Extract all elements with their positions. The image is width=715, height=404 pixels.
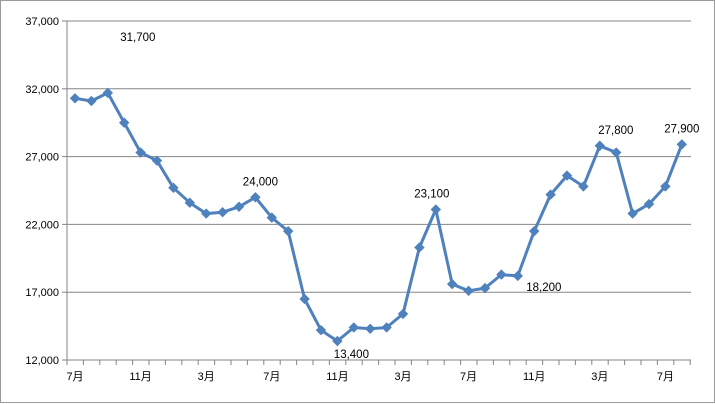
data-point-marker <box>332 335 343 347</box>
y-tick-label: 12,000 <box>25 355 59 367</box>
data-point-marker <box>463 285 474 297</box>
data-point-marker <box>315 324 327 336</box>
data-point-marker <box>200 208 212 219</box>
data-point-marker <box>479 282 491 294</box>
data-point-marker <box>348 322 360 333</box>
data-point-marker <box>627 208 638 219</box>
data-point-marker <box>266 212 278 223</box>
y-tick-label: 32,000 <box>25 84 59 96</box>
data-point-marker <box>660 181 671 192</box>
data-point-marker <box>397 308 409 320</box>
y-tick-label: 22,000 <box>25 219 59 231</box>
data-point-marker <box>545 189 556 200</box>
x-axis-ticks: 7月 11月 3月 7月 11月 3月 7月 11月 3月 7月 <box>66 360 691 383</box>
x-tick-label: 7月 <box>263 371 280 383</box>
data-point-marker <box>184 197 196 208</box>
data-point-marker <box>446 278 458 290</box>
x-tick-label: 11月 <box>129 371 151 383</box>
data-point-marker <box>282 225 294 237</box>
data-point-marker <box>578 181 589 192</box>
data-point-marker <box>512 270 524 282</box>
series-markers <box>69 87 688 347</box>
x-tick-label: 7月 <box>657 371 674 383</box>
data-point-marker <box>69 93 81 104</box>
data-point-marker <box>233 201 245 212</box>
data-point-marker <box>528 225 540 237</box>
x-tick-label: 7月 <box>460 371 477 383</box>
data-point-marker <box>135 147 146 158</box>
data-point-marker <box>217 206 228 218</box>
y-tick-label: 17,000 <box>25 287 59 299</box>
x-tick-label: 11月 <box>523 371 545 383</box>
x-tick-label: 11月 <box>326 371 348 383</box>
data-point-marker <box>594 140 606 151</box>
data-label: 18,200 <box>526 282 561 294</box>
x-tick-label: 3月 <box>394 371 411 383</box>
series-polyline <box>74 91 684 343</box>
y-axis-ticks: 12,000 17,000 22,000 27,000 32,000 37,000 <box>25 16 67 367</box>
data-point-marker <box>364 323 376 335</box>
data-label: 27,800 <box>598 125 633 137</box>
data-label: 23,100 <box>414 188 449 200</box>
data-point-marker <box>676 139 688 150</box>
data-point-marker <box>102 87 114 99</box>
data-point-marker <box>430 204 442 215</box>
data-point-marker <box>381 322 392 333</box>
data-label: 24,000 <box>243 176 278 188</box>
data-label: 31,700 <box>120 32 155 44</box>
x-tick-label: 3月 <box>591 371 608 383</box>
data-point-marker <box>643 198 655 210</box>
x-tick-label: 7月 <box>66 371 83 383</box>
data-point-marker <box>250 192 261 203</box>
data-point-marker <box>496 269 507 280</box>
data-point-marker <box>86 95 97 107</box>
data-label: 27,900 <box>664 123 699 135</box>
data-point-marker <box>610 147 622 158</box>
axes <box>66 21 691 361</box>
data-point-marker <box>118 117 130 128</box>
x-tick-label: 3月 <box>198 371 215 383</box>
data-point-marker <box>151 155 163 166</box>
data-labels: 31,700 24,000 13,400 23,100 18,200 27,800 27,9… <box>120 32 699 361</box>
data-point-marker <box>561 170 573 181</box>
data-point-marker <box>168 182 179 193</box>
series-line <box>74 91 684 343</box>
y-tick-label: 37,000 <box>25 16 59 28</box>
y-tick-label: 27,000 <box>25 152 59 164</box>
gridlines <box>67 20 691 361</box>
data-point-marker <box>299 293 310 305</box>
data-point-marker <box>414 242 425 253</box>
data-label: 13,400 <box>334 349 369 361</box>
